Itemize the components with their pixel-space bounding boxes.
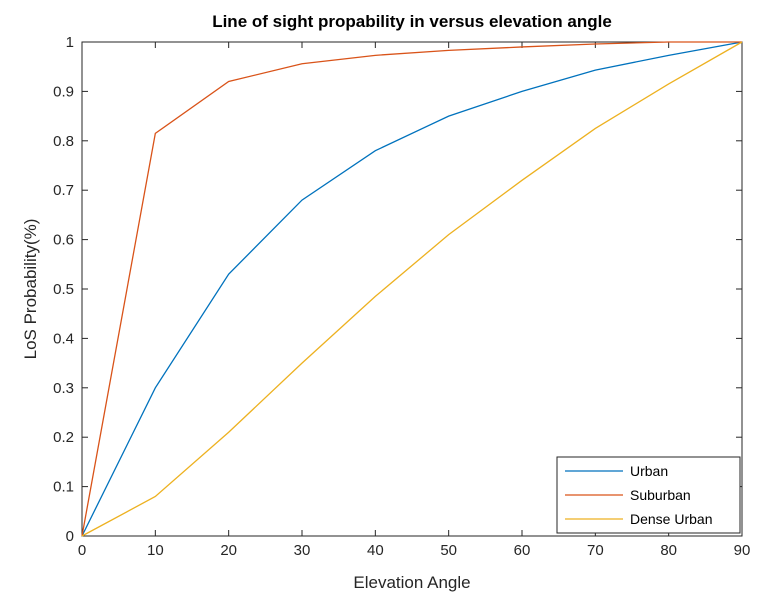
y-tick-label: 0.6: [53, 232, 74, 249]
x-axis-label: Elevation Angle: [353, 573, 470, 592]
legend-label-suburban: Suburban: [630, 487, 691, 503]
legend: Urban Suburban Dense Urban: [556, 456, 741, 534]
legend-label-dense-urban: Dense Urban: [630, 511, 713, 527]
y-tick-label: 1: [66, 34, 74, 51]
y-tick-label: 0.7: [53, 182, 74, 199]
series-line-suburban: [81, 41, 742, 537]
x-axis: 0 10 20 30 40 50 60 70 80 90: [78, 42, 751, 559]
y-axis-label: LoS Probability(%): [21, 219, 40, 360]
x-tick-label: 60: [514, 542, 531, 559]
x-tick-label: 20: [220, 542, 237, 559]
y-tick-label: 0.5: [53, 281, 74, 298]
x-tick-label: 70: [587, 542, 604, 559]
x-tick-label: 90: [734, 542, 751, 559]
y-tick-label: 0.9: [53, 83, 74, 100]
x-tick-label: 0: [78, 542, 86, 559]
x-tick-label: 50: [440, 542, 457, 559]
series-lines: [81, 41, 743, 537]
legend-label-urban: Urban: [630, 463, 668, 479]
series-line-dense-urban: [81, 41, 743, 537]
chart-title: Line of sight propability in versus elev…: [212, 12, 612, 31]
series-line-urban: [81, 41, 743, 537]
y-tick-label: 0: [66, 528, 74, 545]
y-tick-label: 0.8: [53, 133, 74, 150]
y-tick-label: 0.3: [53, 380, 74, 397]
x-tick-label: 30: [294, 542, 311, 559]
y-axis: 0 0.1 0.2 0.3 0.4 0.5 0.6 0.7 0.8 0.9 1: [53, 34, 742, 545]
x-tick-label: 10: [147, 542, 164, 559]
y-tick-label: 0.2: [53, 429, 74, 446]
y-tick-label: 0.4: [53, 330, 74, 347]
plot-area: [81, 41, 743, 537]
y-tick-label: 0.1: [53, 479, 74, 496]
x-tick-label: 40: [367, 542, 384, 559]
x-tick-label: 80: [660, 542, 677, 559]
